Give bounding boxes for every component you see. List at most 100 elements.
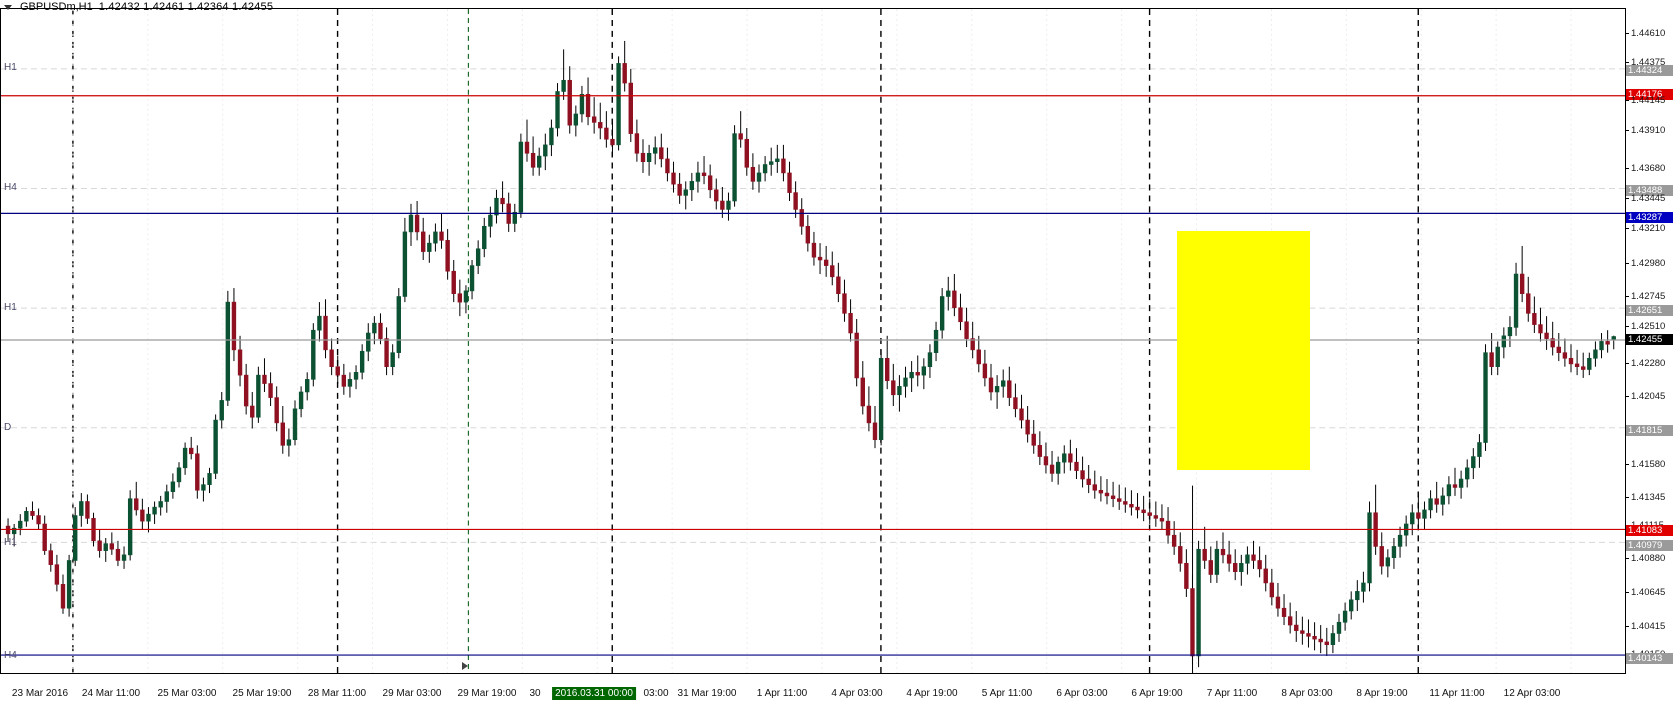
tick-dash-icon: [1626, 626, 1629, 627]
price-value: 1.44324: [1628, 65, 1663, 76]
price-value: 1.40979: [1628, 540, 1663, 551]
time-tick-label: 25 Mar 03:00: [157, 688, 217, 699]
time-tick-label: 25 Mar 19:00: [232, 688, 292, 699]
price-tick-label: 1.42980: [1626, 258, 1665, 269]
time-tick-label: 12 Apr 03:00: [1503, 688, 1561, 699]
price-tag-gray: 1.43488: [1626, 185, 1673, 196]
time-tick-label: 7 Apr 11:00: [1206, 688, 1258, 699]
price-tick-label: 1.44610: [1626, 28, 1665, 39]
price-tick-label: 1.42280: [1626, 358, 1665, 369]
price-value: 1.42980: [1631, 258, 1666, 269]
tick-dash-icon: [1626, 62, 1629, 63]
price-value: 1.43210: [1631, 223, 1666, 234]
price-value: 1.44176: [1628, 89, 1663, 100]
price-tick-label: 1.41580: [1626, 459, 1665, 470]
time-tick-highlighted: 2016.03.31 00:00: [552, 687, 636, 700]
price-value: 1.43445: [1631, 193, 1666, 204]
price-value: 1.40143: [1628, 653, 1663, 664]
time-tick-label: 5 Apr 11:00: [981, 688, 1033, 699]
price-value: 1.43680: [1631, 163, 1666, 174]
price-value: 1.42510: [1631, 321, 1666, 332]
price-tick-label: 1.43910: [1626, 125, 1665, 136]
tick-dash-icon: [1626, 396, 1629, 397]
time-tick-label: 4 Apr 19:00: [906, 688, 958, 699]
time-tick-label: 11 Apr 11:00: [1429, 688, 1485, 699]
time-scale[interactable]: 23 Mar 2016 24 Mar 11:00 25 Mar 03:00 25 Ma…: [0, 662, 1675, 717]
price-tick-label: 1.40415: [1626, 621, 1665, 632]
chart-canvas: [1, 9, 1625, 673]
time-tick-label: 1 Apr 11:00: [756, 688, 808, 699]
chart-plot-area[interactable]: H1 H4 H1 D H1 H4: [0, 8, 1626, 674]
time-tick-label: 29 Mar 03:00: [382, 688, 442, 699]
tick-dash-icon: [1626, 130, 1629, 131]
price-value: 1.41083: [1628, 525, 1663, 536]
tick-dash-icon: [1626, 168, 1629, 169]
price-tag-gray: 1.40979: [1626, 540, 1673, 551]
yellow-highlight-box[interactable]: [1177, 231, 1310, 470]
price-tag-gray: 1.41815: [1626, 425, 1673, 436]
symbol-ohlc-bar: GBPUSDm,H1 1.42432 1.42461 1.42364 1.424…: [0, 0, 273, 14]
tick-dash-icon: [1626, 464, 1629, 465]
price-tick-label: 1.43445: [1626, 193, 1665, 204]
time-tick-label: 24 Mar 11:00: [81, 688, 141, 699]
tick-dash-icon: [1626, 592, 1629, 593]
price-value: 1.43910: [1631, 125, 1666, 136]
price-value: 1.42045: [1631, 391, 1666, 402]
price-value: 1.41580: [1631, 459, 1666, 470]
time-tick-label: 4 Apr 03:00: [831, 688, 883, 699]
tick-dash-icon: [1626, 263, 1629, 264]
tick-dash-icon: [1626, 326, 1629, 327]
price-tick-label: 1.42045: [1626, 391, 1665, 402]
time-tick-label: 30: [529, 688, 541, 699]
time-tick-label: 6 Apr 19:00: [1131, 688, 1183, 699]
time-tick-label: 23 Mar 2016: [11, 688, 69, 699]
price-scale[interactable]: 1.44610 1.44375 1.44324 1.44176 1.44145 1.439…: [1626, 8, 1675, 696]
tick-dash-icon: [1626, 497, 1629, 498]
price-tick-label: 1.40645: [1626, 587, 1665, 598]
price-tag-gray: 1.42651: [1626, 305, 1673, 316]
time-tick-label: 31 Mar 19:00: [677, 688, 737, 699]
tick-dash-icon: [1626, 198, 1629, 199]
price-tick-label: 1.42510: [1626, 321, 1665, 332]
symbol-label: GBPUSDm,H1: [20, 1, 93, 13]
price-value: 1.42651: [1628, 305, 1663, 316]
candlestick-layer: [5, 40, 1616, 668]
tick-dash-icon: [1626, 33, 1629, 34]
time-tick-label: 8 Apr 19:00: [1356, 688, 1408, 699]
price-value: 1.42455: [1628, 334, 1663, 345]
price-value: 1.41345: [1631, 492, 1666, 503]
time-tick-label: 03:00: [643, 688, 669, 699]
price-tick-label: 1.43680: [1626, 163, 1665, 174]
ohlc-values: 1.42432 1.42461 1.42364 1.42455: [98, 1, 274, 13]
price-tag-red: 1.44176: [1626, 89, 1673, 100]
price-value: 1.40645: [1631, 587, 1666, 598]
price-value: 1.40880: [1631, 553, 1666, 564]
price-value: 1.43488: [1628, 185, 1663, 196]
horizontal-lines-layer: [1, 95, 1625, 656]
price-tag-red: 1.41083: [1626, 525, 1673, 536]
price-value: 1.43287: [1628, 212, 1663, 223]
price-tag-gray: 1.40143: [1626, 653, 1673, 664]
price-value: 1.44145: [1631, 95, 1666, 106]
price-tick-label: 1.40880: [1626, 553, 1665, 564]
price-tick-label: 1.44375: [1626, 57, 1665, 68]
price-tag-blue: 1.43287: [1626, 212, 1673, 223]
price-value: 1.42280: [1631, 358, 1666, 369]
price-value: 1.40415: [1631, 621, 1666, 632]
price-tag-gray: 1.44324: [1626, 65, 1673, 76]
time-tick-label: 28 Mar 11:00: [307, 688, 367, 699]
tick-dash-icon: [1626, 228, 1629, 229]
tick-dash-icon: [1626, 100, 1629, 101]
price-value: 1.44375: [1631, 57, 1666, 68]
time-tick-label: 6 Apr 03:00: [1056, 688, 1108, 699]
price-tick-label: 1.43210: [1626, 223, 1665, 234]
time-tick-label: 8 Apr 03:00: [1281, 688, 1333, 699]
price-value: 1.44610: [1631, 28, 1666, 39]
price-tick-label: 1.41345: [1626, 492, 1665, 503]
price-value: 1.41815: [1628, 425, 1663, 436]
chart-shift-marker-icon[interactable]: [462, 662, 468, 670]
tick-dash-icon: [1626, 363, 1629, 364]
price-tick-label: 1.44145: [1626, 95, 1665, 106]
caret-down-icon[interactable]: [4, 4, 12, 10]
